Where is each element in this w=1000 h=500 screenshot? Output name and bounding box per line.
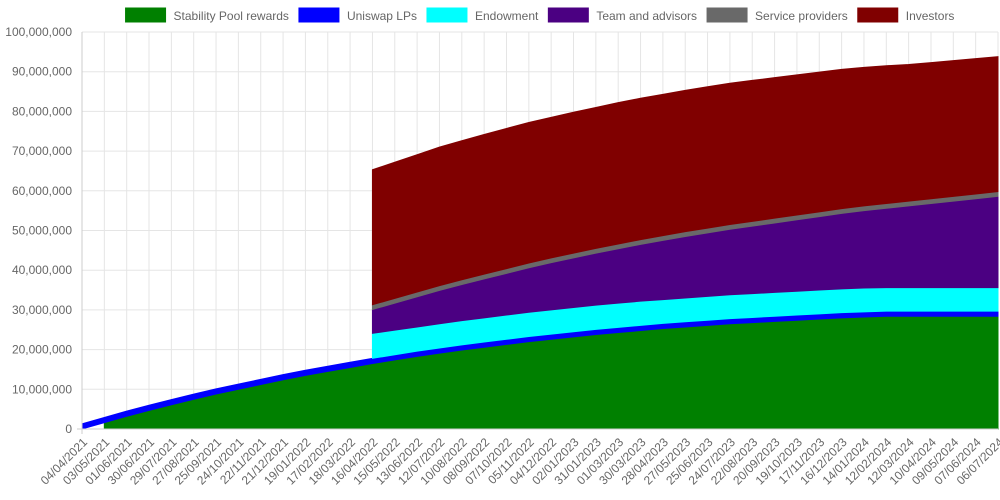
legend: Stability Pool rewards Uniswap LPs Endowme… — [125, 7, 955, 23]
legend-item-uniswap-lps[interactable]: Uniswap LPs — [298, 7, 417, 23]
legend-swatch — [298, 7, 340, 23]
y-tick-label: 40,000,000 — [12, 263, 72, 277]
y-tick-label: 100,000,000 — [5, 25, 72, 39]
legend-item-endowment[interactable]: Endowment — [426, 7, 539, 23]
y-tick-label: 50,000,000 — [12, 224, 72, 238]
area-investors — [371, 56, 999, 306]
x-axis-ticks: 04/04/202103/05/202101/06/202130/06/2021… — [38, 435, 1000, 488]
y-tick-label: 10,000,000 — [12, 382, 72, 396]
legend-swatch — [857, 7, 899, 23]
legend-item-team-and-advisors[interactable]: Team and advisors — [547, 7, 697, 23]
y-tick-label: 30,000,000 — [12, 303, 72, 317]
legend-item-stability-pool-rewards[interactable]: Stability Pool rewards — [125, 7, 289, 23]
axes — [77, 32, 998, 434]
legend-swatch — [547, 7, 589, 23]
y-tick-label: 70,000,000 — [12, 144, 72, 158]
legend-label: Service providers — [755, 9, 848, 23]
legend-label: Team and advisors — [596, 9, 697, 23]
legend-swatch — [426, 7, 468, 23]
legend-item-investors[interactable]: Investors — [857, 7, 955, 23]
legend-label: Uniswap LPs — [347, 9, 417, 23]
y-tick-label: 60,000,000 — [12, 184, 72, 198]
legend-swatch — [706, 7, 748, 23]
legend-label: Stability Pool rewards — [174, 9, 289, 23]
y-tick-label: 20,000,000 — [12, 343, 72, 357]
chart-areas — [81, 56, 999, 430]
y-tick-label: 80,000,000 — [12, 104, 72, 118]
legend-label: Investors — [906, 9, 955, 23]
y-axis-ticks: 0 10,000,000 20,000,000 30,000,000 40,000,00… — [5, 25, 72, 436]
legend-label: Endowment — [475, 9, 539, 23]
y-tick-label: 90,000,000 — [12, 65, 72, 79]
y-tick-label: 0 — [65, 422, 72, 436]
legend-swatch — [125, 7, 167, 23]
legend-item-service-providers[interactable]: Service providers — [706, 7, 848, 23]
